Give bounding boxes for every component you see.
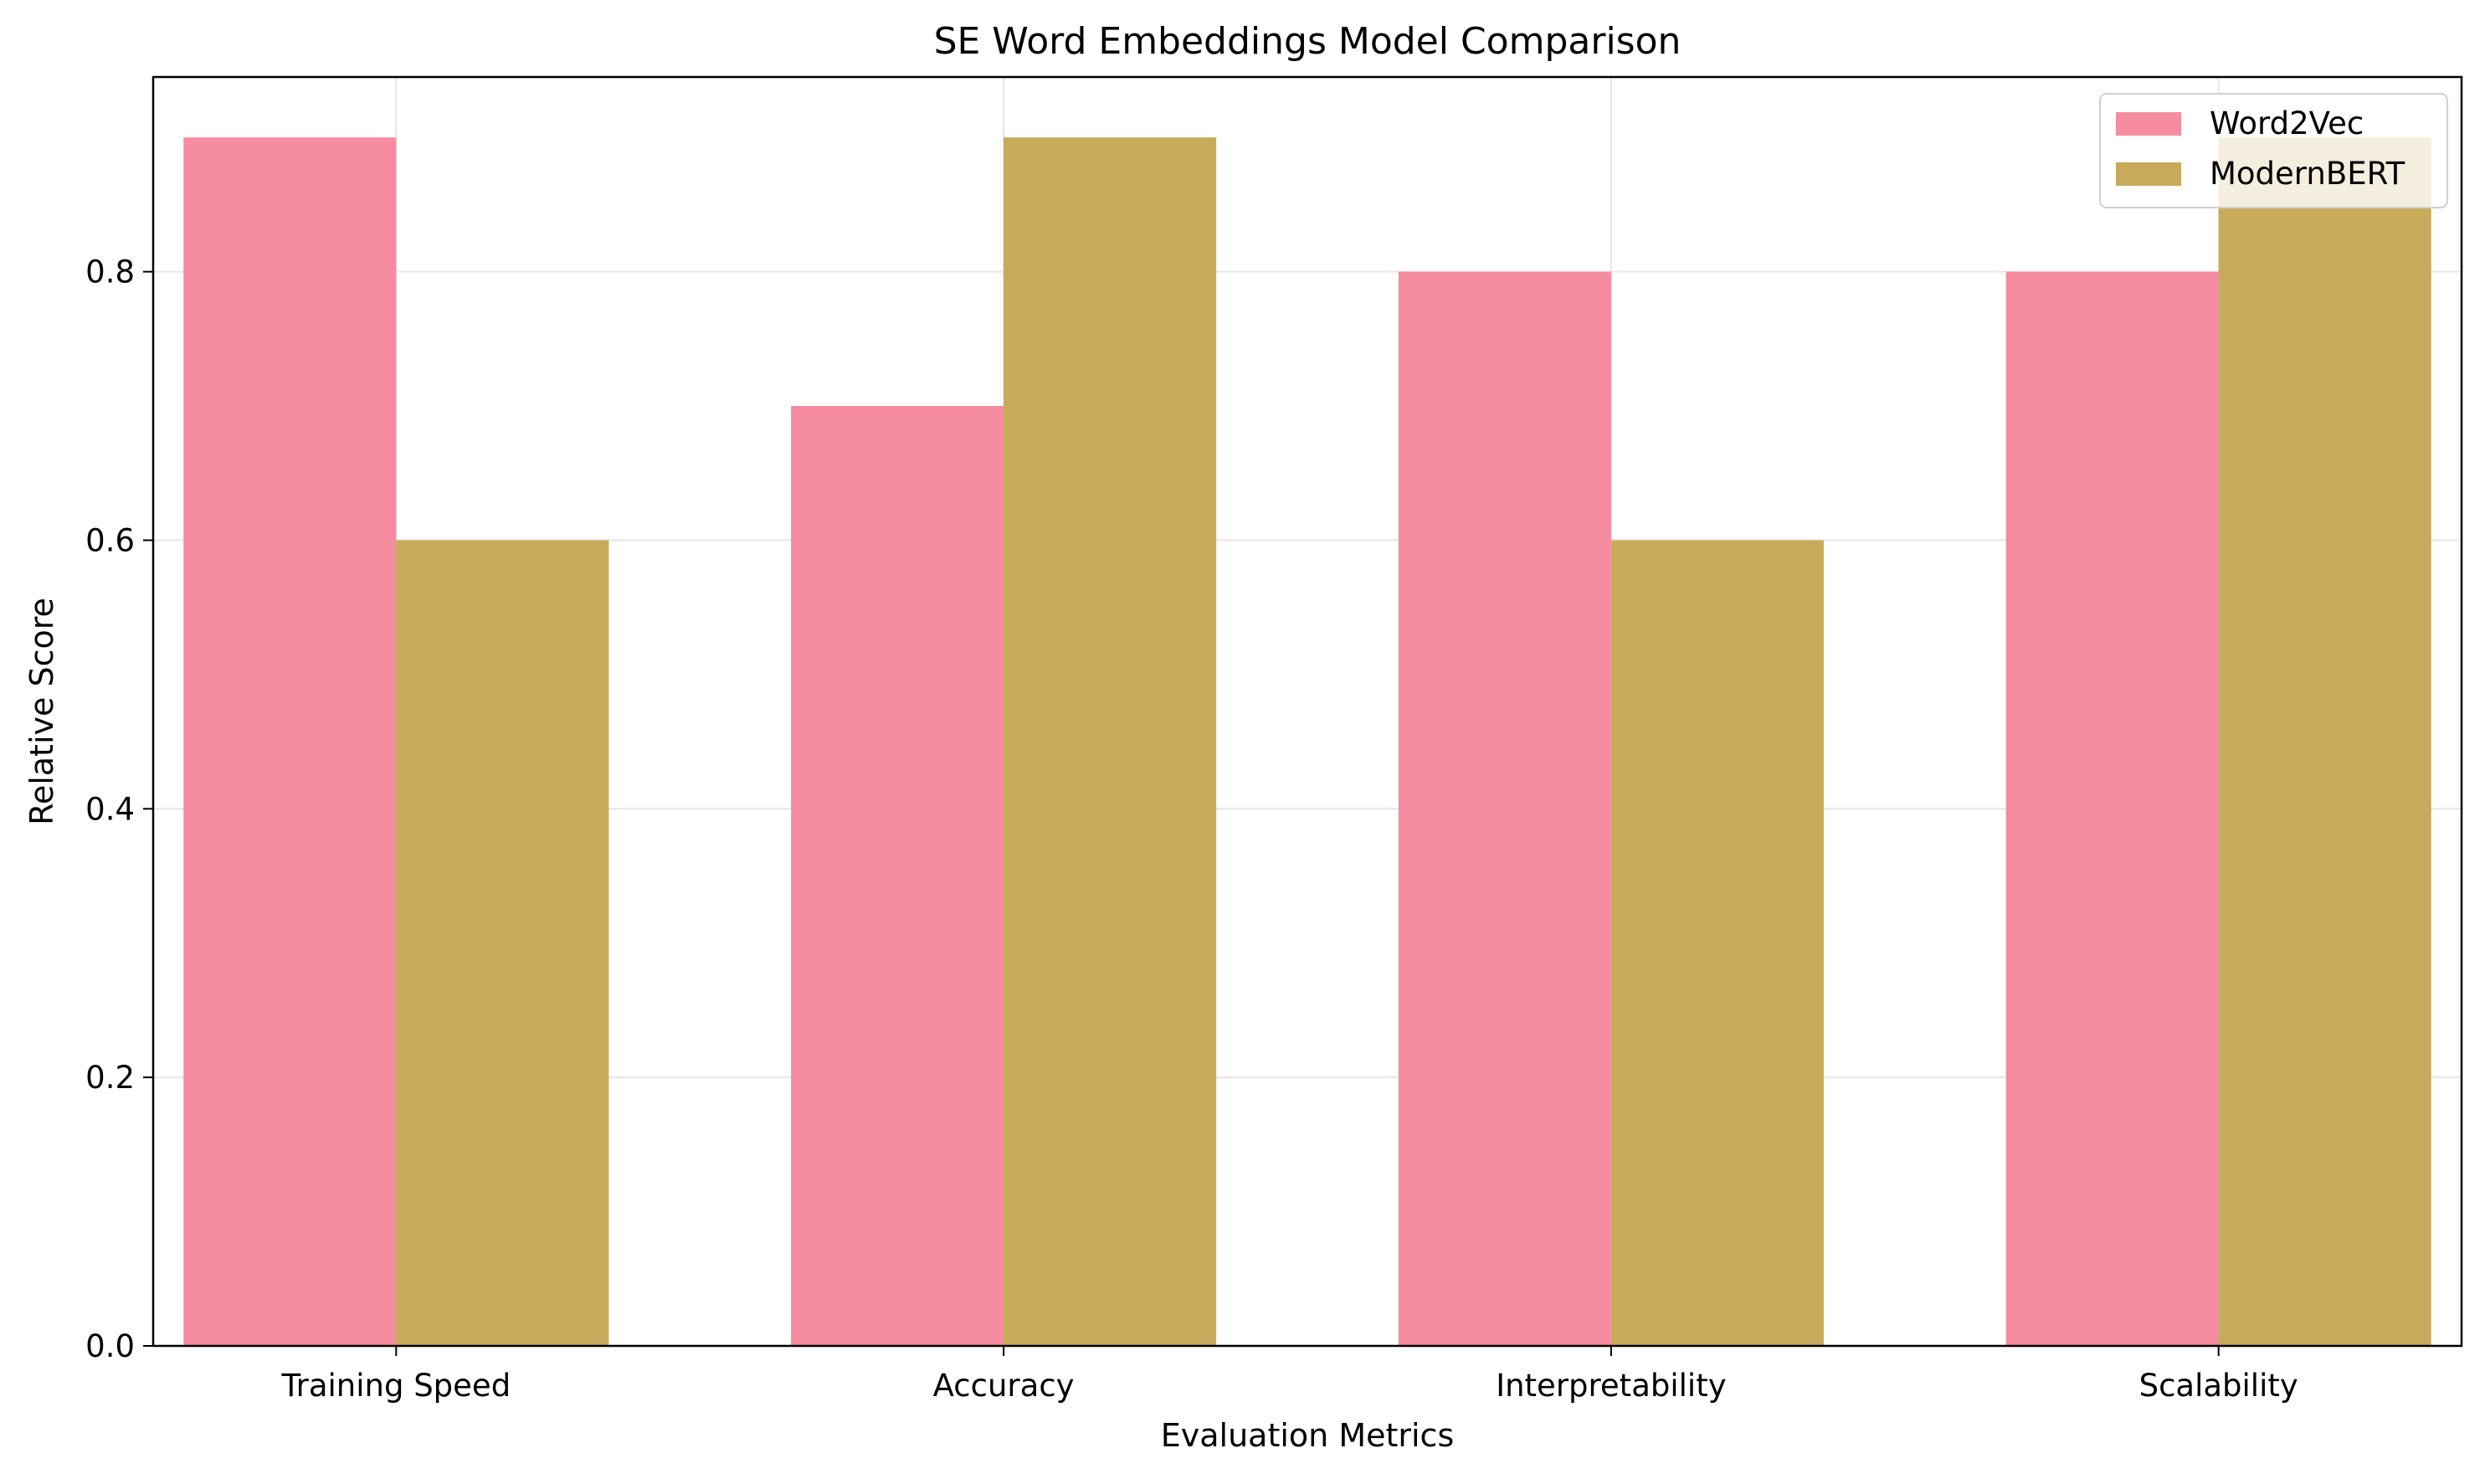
bar-modernbert-training-speed	[396, 540, 609, 1346]
y-tick-label: 0.6	[85, 522, 135, 558]
bar-word2vec-interpretability	[1398, 271, 1611, 1346]
axis-ticks: 0.0 0.2 0.4 0.6 0.8 Training Speed Accuracy Int…	[85, 254, 2298, 1404]
y-axis-label: Relative Score	[23, 598, 60, 825]
y-tick-label: 0.2	[85, 1060, 135, 1096]
x-tick-label: Scalability	[2139, 1368, 2298, 1404]
legend-frame	[2099, 93, 2448, 208]
y-tick-label: 0.4	[85, 791, 135, 827]
y-tick-label: 0.8	[85, 254, 135, 290]
x-tick-label: Training Speed	[280, 1368, 511, 1404]
bar-modernbert-interpretability	[1610, 540, 1824, 1346]
legend-swatch-word2vec	[2116, 112, 2181, 136]
legend: Word2Vec ModernBERT	[2099, 93, 2448, 208]
bar-modernbert-accuracy	[1004, 137, 1217, 1347]
x-tick-label: Interpretability	[1496, 1368, 1726, 1404]
bar-word2vec-training-speed	[183, 137, 397, 1347]
y-tick-label: 0.0	[85, 1328, 135, 1364]
legend-label-word2vec: Word2Vec	[2210, 105, 2364, 141]
x-tick-label: Accuracy	[933, 1368, 1075, 1404]
bar-modernbert-scalability	[2218, 137, 2431, 1347]
chart-title: SE Word Embeddings Model Comparison	[934, 20, 1681, 63]
legend-label-modernbert: ModernBERT	[2210, 156, 2405, 192]
bar-word2vec-scalability	[2005, 271, 2219, 1346]
bar-word2vec-accuracy	[791, 406, 1004, 1346]
x-axis-label: Evaluation Metrics	[1161, 1417, 1455, 1454]
bars	[183, 137, 2431, 1347]
plot-frame	[151, 75, 2463, 1348]
legend-swatch-modernbert	[2116, 162, 2181, 186]
